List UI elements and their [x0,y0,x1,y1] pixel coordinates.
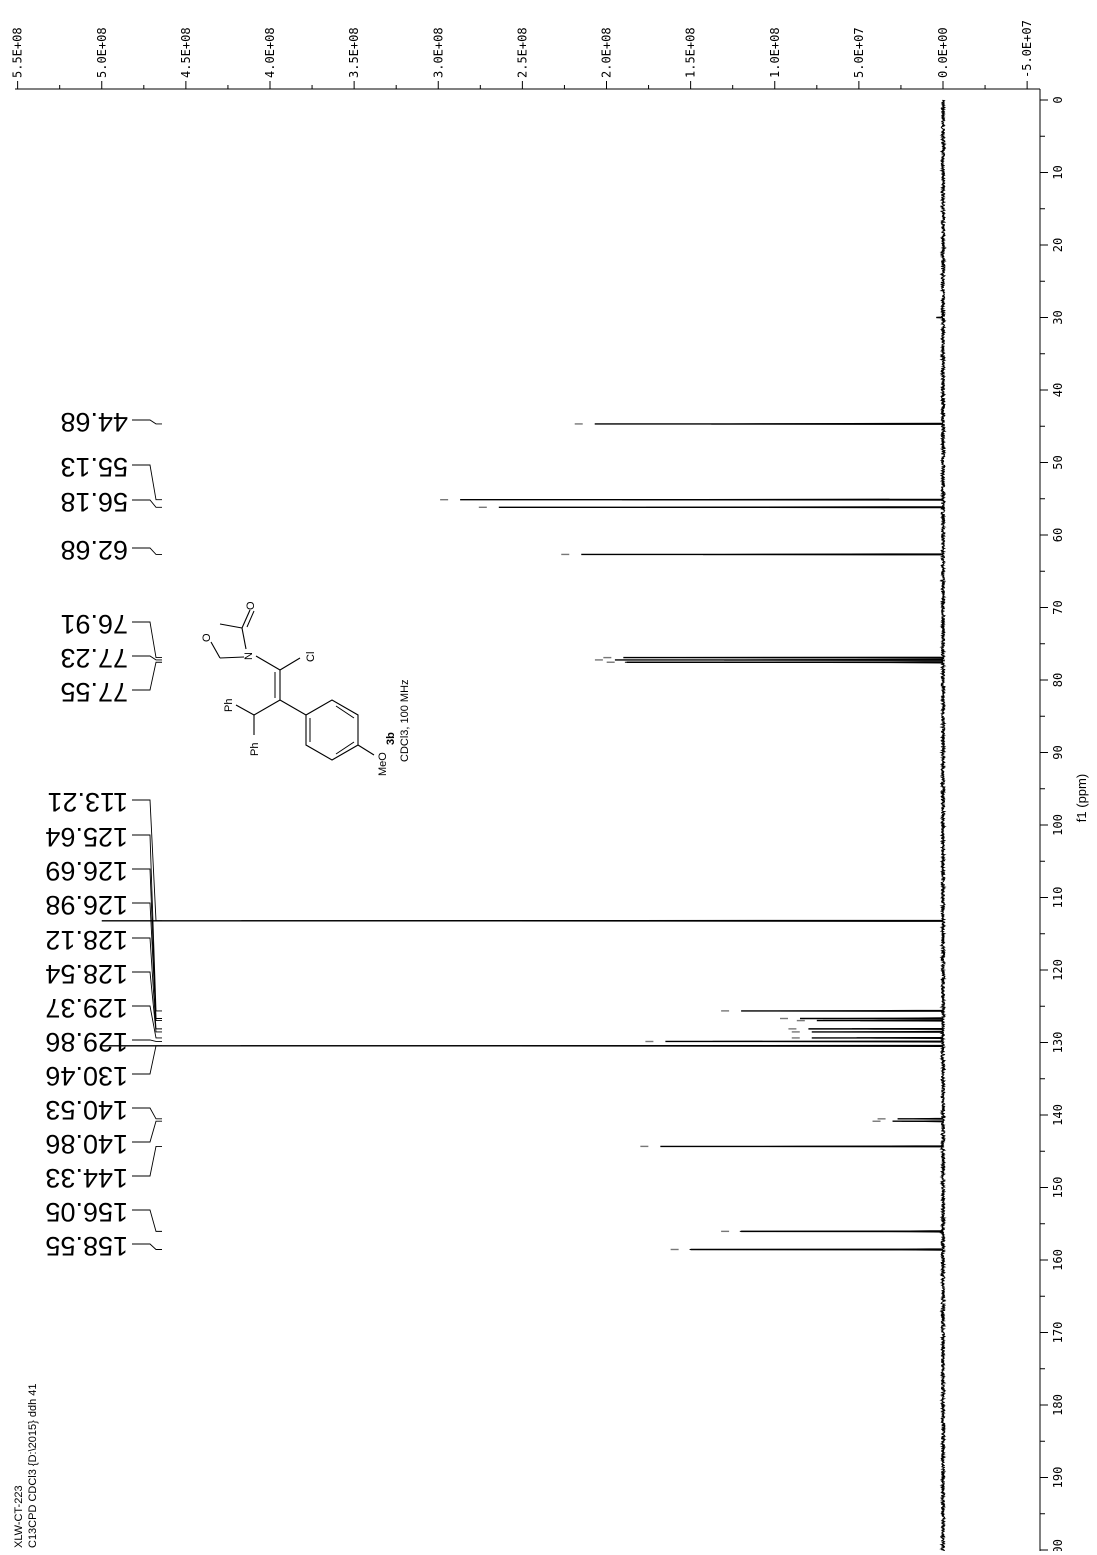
peak-connector [132,547,162,555]
peak-label-connectors [132,419,162,1250]
ppm-tick-label: 0 [1051,96,1065,103]
intensity-tick-label: 1.0E+08 [768,27,782,78]
peak-label: 126.69 [45,856,128,886]
ppm-axis: 0 10 20 30 40 50 60 70 80 90 100 110 120 130 140 150 160… [1039,89,1065,1555]
peak-connector [132,655,162,661]
ppm-tick-label: 110 [1051,887,1065,909]
peak-label: 77.23 [60,643,128,673]
peak-label: 126.98 [45,890,128,920]
intensity-tick-label: 5.5E+08 [11,27,25,78]
intensity-tick-label: 2.5E+08 [515,27,529,78]
ppm-tick-label: 170 [1051,1322,1065,1344]
peak-markers [440,423,886,1251]
peak-connector [132,971,162,1033]
ppm-tick-label: 200 [1051,1539,1065,1551]
peak-label: 77.55 [60,677,128,707]
ppm-tick-label: 140 [1051,1104,1065,1126]
spectrum-line [240,99,947,1555]
peak-label: 140.86 [45,1129,128,1159]
ppm-tick-label: 30 [1051,310,1065,324]
peak-label: 130.46 [45,1061,128,1091]
peak-label: 156.05 [45,1197,128,1227]
peak-connector [132,1039,162,1042]
conditions-label: CDCl3, 100 MHz [399,679,411,762]
ppm-tick-label: 50 [1051,455,1065,469]
peak-connector [132,621,162,659]
peak-label: 113.21 [47,787,128,817]
ppm-tick-label: 100 [1051,814,1065,836]
atom-meo: MeO [377,752,389,776]
ppm-tick-label: 180 [1051,1394,1065,1416]
intensity-tick-label: 4.0E+08 [263,27,277,78]
intensity-tick-label: -5.0E+07 [1020,20,1034,78]
peak-connector [132,937,162,1030]
intensity-tick-label: 5.0E+07 [852,27,866,78]
peak-connector [132,1005,162,1039]
intensity-tick-label: 3.5E+08 [347,27,361,78]
peak-label: 129.86 [45,1027,128,1057]
ppm-tick-label: 120 [1051,959,1065,981]
ppm-tick-label: 90 [1051,745,1065,759]
atom-cl: Cl [305,652,317,662]
peak-label: 129.37 [45,993,128,1023]
peak-connector [132,799,162,922]
spectrum-trace [101,99,947,1555]
peak-label: 62.68 [60,535,128,565]
ppm-tick-label: 130 [1051,1032,1065,1054]
intensity-tick-label: 1.5E+08 [684,27,698,78]
peak-connector [132,464,162,501]
peak-connector [132,1045,162,1075]
intensity-tick-label: 0.0E+00 [936,27,950,78]
peak-connector [132,902,162,1022]
atom-o-carbonyl: O [245,601,257,610]
peak-label: 44.68 [60,407,128,437]
intensity-tick-label: 5.0E+08 [95,27,109,78]
file-info-line2: C13CPD CDCl3 {D:\2015} ddh 41 [27,1384,39,1548]
peak-connector [132,1120,162,1143]
peak-connector [132,419,162,425]
ppm-tick-label: 20 [1051,238,1065,252]
peak-label: 56.18 [60,487,128,517]
ppm-tick-label: 160 [1051,1249,1065,1271]
peak-connector [132,868,162,1019]
peak-label: 140.53 [45,1095,128,1125]
ppm-tick-label: 190 [1051,1467,1065,1489]
ppm-tick-label: 80 [1051,673,1065,687]
ppm-tick-label: 10 [1051,165,1065,179]
atom-ph-1: Ph [249,743,261,756]
intensity-axis: 5.5E+08 5.0E+08 4.5E+08 4.0E+08 3.5E+08 3.0E+… [11,20,1040,90]
peak-connector [132,1107,162,1120]
atom-ph-2: Ph [223,699,235,712]
peak-label: 76.91 [60,609,128,639]
atom-n: N [243,652,255,660]
ppm-tick-label: 150 [1051,1177,1065,1199]
peak-label: 158.55 [45,1231,128,1261]
peak-connector [132,1243,162,1250]
peak-label: 144.33 [45,1163,128,1193]
peak-connector [132,1145,162,1177]
compound-label: 3b [385,732,397,745]
ppm-tick-label: 40 [1051,383,1065,397]
intensity-tick-label: 4.5E+08 [179,27,193,78]
molecule-structure: MeO Cl Ph Ph N O O 3b CDCl3, 100 MHz [201,601,411,776]
ppm-axis-title: f1 (ppm) [1074,774,1089,822]
intensity-tick-label: 2.0E+08 [600,27,614,78]
peak-connector [132,834,162,1012]
intensity-tick-label: 3.0E+08 [431,27,445,78]
peak-label: 128.12 [45,925,128,955]
file-info-line1: XLW-CT-223 [13,1485,25,1548]
peak-connector [132,499,162,508]
atom-o-ring: O [201,633,213,642]
peak-connector [132,661,162,691]
ppm-tick-label: 60 [1051,528,1065,542]
peak-label: 125.64 [45,822,128,852]
peak-label: 128.54 [45,959,128,989]
peak-connector [132,1209,162,1232]
ppm-tick-label: 70 [1051,600,1065,614]
peak-label: 55.13 [60,452,128,482]
peak-labels: 44.68 55.13 56.18 62.68 76.91 77.23 77.55 113.2… [45,407,128,1261]
